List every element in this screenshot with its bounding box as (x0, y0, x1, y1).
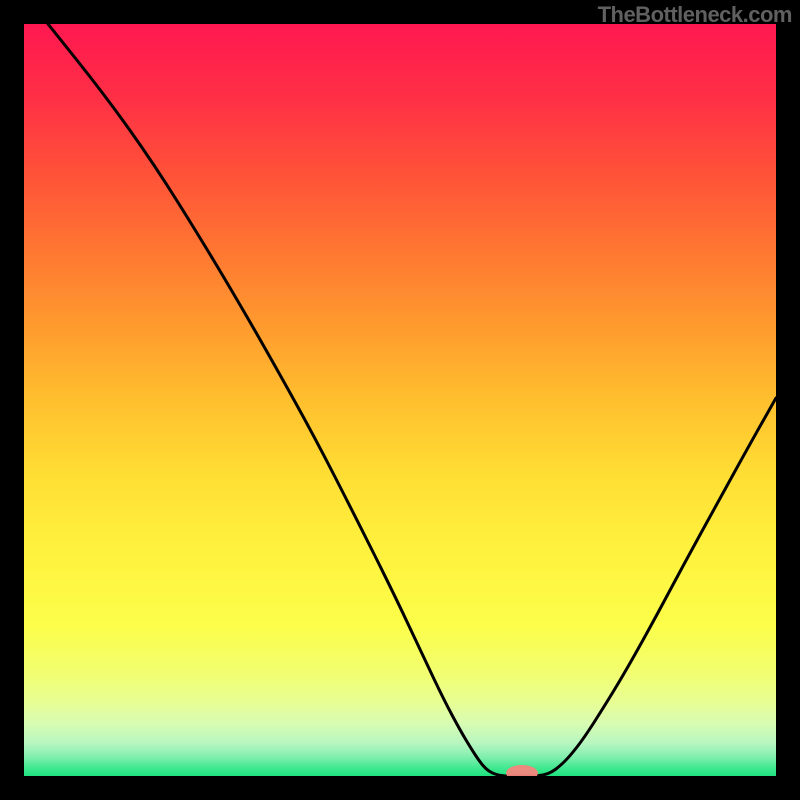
chart-frame: TheBottleneck.com (0, 0, 800, 800)
watermark-text: TheBottleneck.com (598, 2, 792, 28)
chart-background (24, 24, 776, 776)
chart-plot-area (24, 24, 776, 776)
chart-svg (24, 24, 776, 776)
